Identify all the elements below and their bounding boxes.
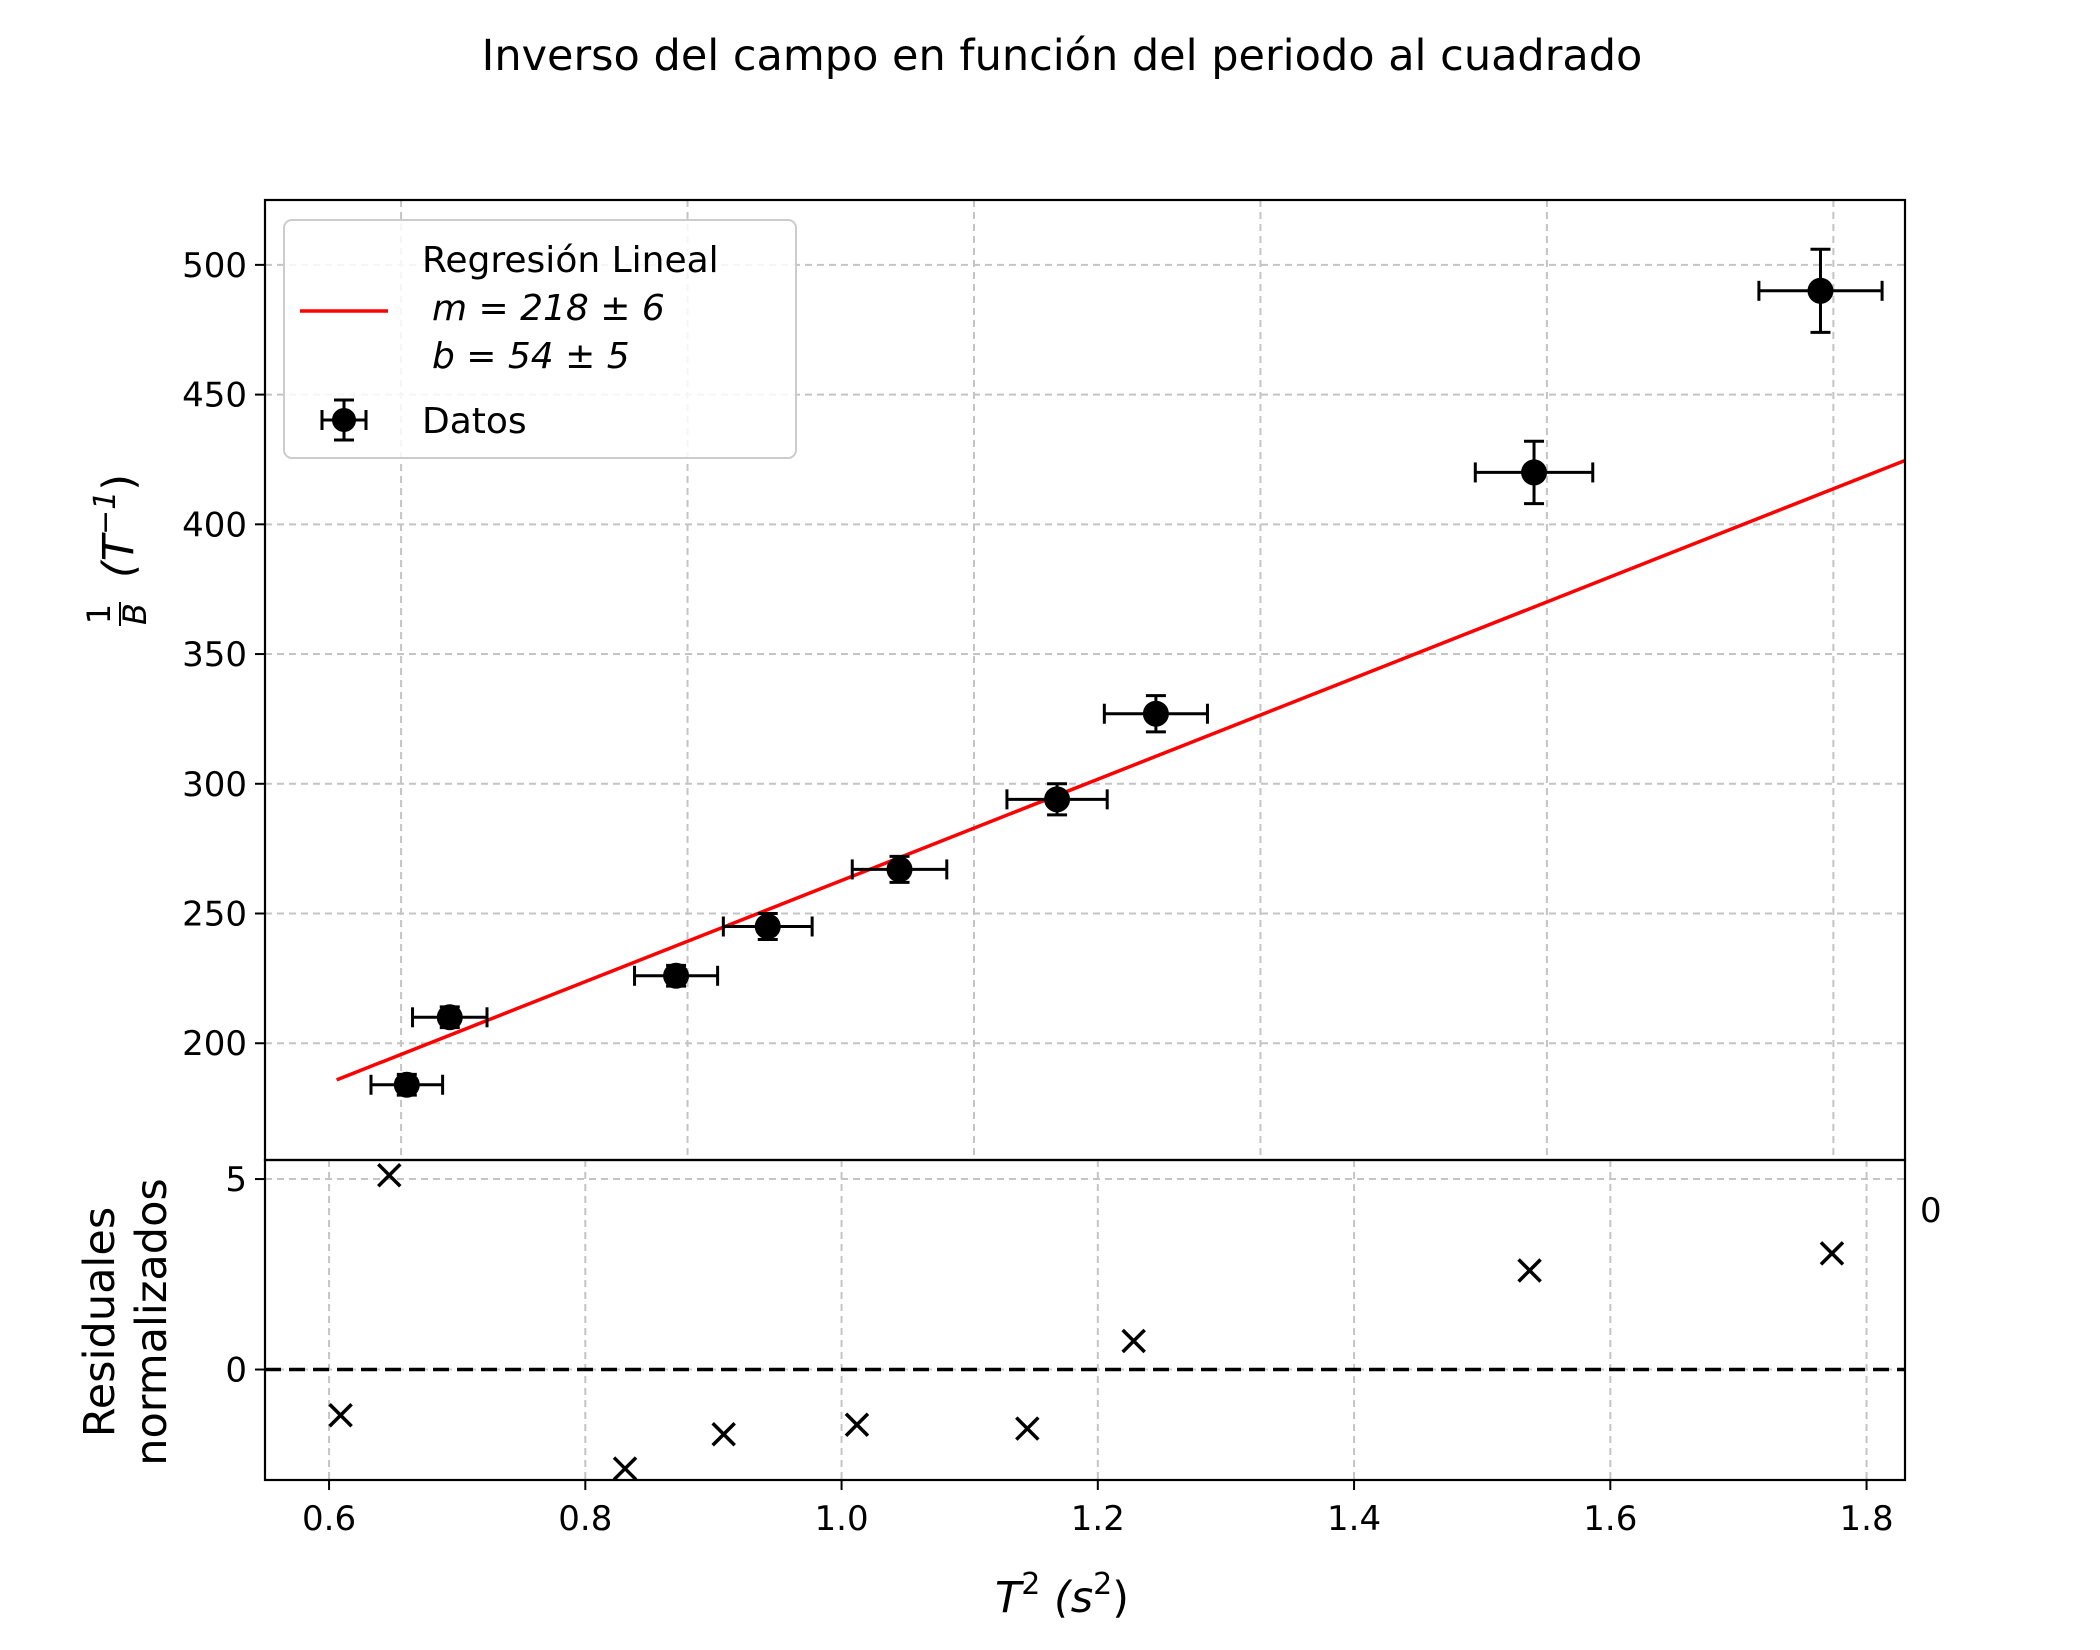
residuals-axes-frame	[263, 1158, 1907, 1482]
data-point	[1102, 694, 1209, 734]
data-marker	[754, 913, 781, 940]
legend-fit-label: Regresión Lineal	[422, 240, 719, 281]
residual-marker	[612, 1456, 638, 1481]
data-marker	[1807, 277, 1834, 304]
main-y-ticks: 200 250 300 350 400 450 500	[182, 246, 265, 1064]
legend-data-swatch	[320, 398, 368, 442]
data-marker	[886, 856, 913, 883]
residual-marker	[844, 1412, 870, 1437]
residuals-x-ticks: 0.6 0.8 1.0 1.2 1.4 1.6 1.8	[302, 1480, 1894, 1539]
figure-title: Inverso del campo en función del periodo…	[482, 31, 1643, 81]
data-point	[633, 962, 720, 989]
residual-marker	[1517, 1258, 1542, 1283]
main-y-tick-label: 450	[182, 376, 247, 416]
main-y-tick-label: 200	[182, 1024, 247, 1064]
residuals-grid	[265, 1160, 1905, 1480]
data-marker	[663, 962, 690, 989]
residual-marker	[1121, 1328, 1146, 1354]
x-tick-label: 1.8	[1840, 1499, 1894, 1539]
x-tick-label: 0.6	[302, 1499, 356, 1539]
residuals-y-label-line1: Residuales	[75, 1207, 125, 1437]
main-y-tick-label: 500	[182, 246, 247, 286]
residual-marker	[1819, 1241, 1845, 1266]
y-label-unit-exp: −1	[88, 491, 123, 535]
x-tick-label: 1.4	[1327, 1499, 1381, 1539]
x-tick-label: 1.6	[1583, 1499, 1637, 1539]
y-label-unit-base: (T	[94, 531, 144, 578]
y-label-denominator: B	[116, 603, 154, 625]
x-tick-label: 0.8	[558, 1499, 612, 1539]
main-y-tick-label: 250	[182, 895, 247, 935]
residual-marker	[377, 1163, 402, 1188]
x-tick-label: 1.0	[815, 1499, 869, 1539]
residuals-y-tick-label: 5	[225, 1160, 247, 1200]
data-point	[850, 854, 949, 884]
residuals-y-ticks: 05	[225, 1160, 265, 1391]
residual-marker	[1015, 1416, 1040, 1441]
legend-fit-intercept: b = 54 ± 5	[432, 336, 630, 377]
data-marker	[1142, 700, 1169, 727]
data-point	[721, 912, 814, 941]
x-tick-label: 1.2	[1071, 1499, 1125, 1539]
y-label-unit-close: )	[94, 474, 144, 491]
fit-line	[335, 458, 1906, 1082]
residuals-y-label-line2: normalizados	[127, 1178, 177, 1466]
main-y-tick-label: 350	[182, 635, 247, 675]
legend: Regresión Lineal m = 218 ± 6 b = 54 ± 5 …	[283, 219, 797, 459]
x-label-base: T	[995, 1573, 1025, 1623]
residual-marker	[711, 1422, 736, 1447]
legend-fit-slope: m = 218 ± 6	[432, 288, 665, 329]
data-marker	[1521, 459, 1548, 486]
legend-data-label: Datos	[422, 401, 527, 442]
data-point	[411, 1004, 489, 1031]
x-axis-label: T2 (s2)	[995, 1567, 1129, 1623]
residual-points	[328, 1163, 1845, 1481]
residual-marker	[328, 1403, 353, 1428]
data-marker	[436, 1004, 463, 1031]
data-points	[369, 247, 1884, 1098]
data-marker	[393, 1071, 420, 1098]
legend-box	[283, 219, 797, 459]
main-y-tick-label: 400	[182, 505, 247, 545]
x-label-unit-open: (s	[1054, 1573, 1093, 1623]
residuals-y-tick-label: 0	[225, 1351, 247, 1391]
regression-line	[335, 458, 1906, 1082]
main-y-tick-label: 300	[182, 765, 247, 805]
residuals-y-label: Residuales normalizados	[75, 1178, 177, 1466]
main-plot: 200 250 300 350 400 450 500 Regresión Lineal m…	[80, 198, 1907, 1162]
y-label-numerator: 1	[80, 604, 118, 624]
svg-text:(T−1): (T−1)	[88, 474, 144, 578]
x-label-unit-exp: 2	[1093, 1567, 1112, 1602]
data-point	[1473, 439, 1595, 506]
residuals-plot: 05 0.6 0.8 1.0 1.2 1.4 1.6 1.8 0 Residuales no…	[75, 1158, 1942, 1623]
x-label-exp: 2	[1021, 1567, 1040, 1602]
x-label-unit-close: )	[1112, 1573, 1129, 1623]
data-marker	[1044, 786, 1071, 813]
stray-tick-label: 0	[1920, 1191, 1942, 1231]
data-point	[1005, 782, 1109, 817]
main-y-label: 1 B (T−1)	[80, 474, 154, 626]
data-point	[369, 1071, 445, 1098]
data-point	[1757, 247, 1884, 334]
